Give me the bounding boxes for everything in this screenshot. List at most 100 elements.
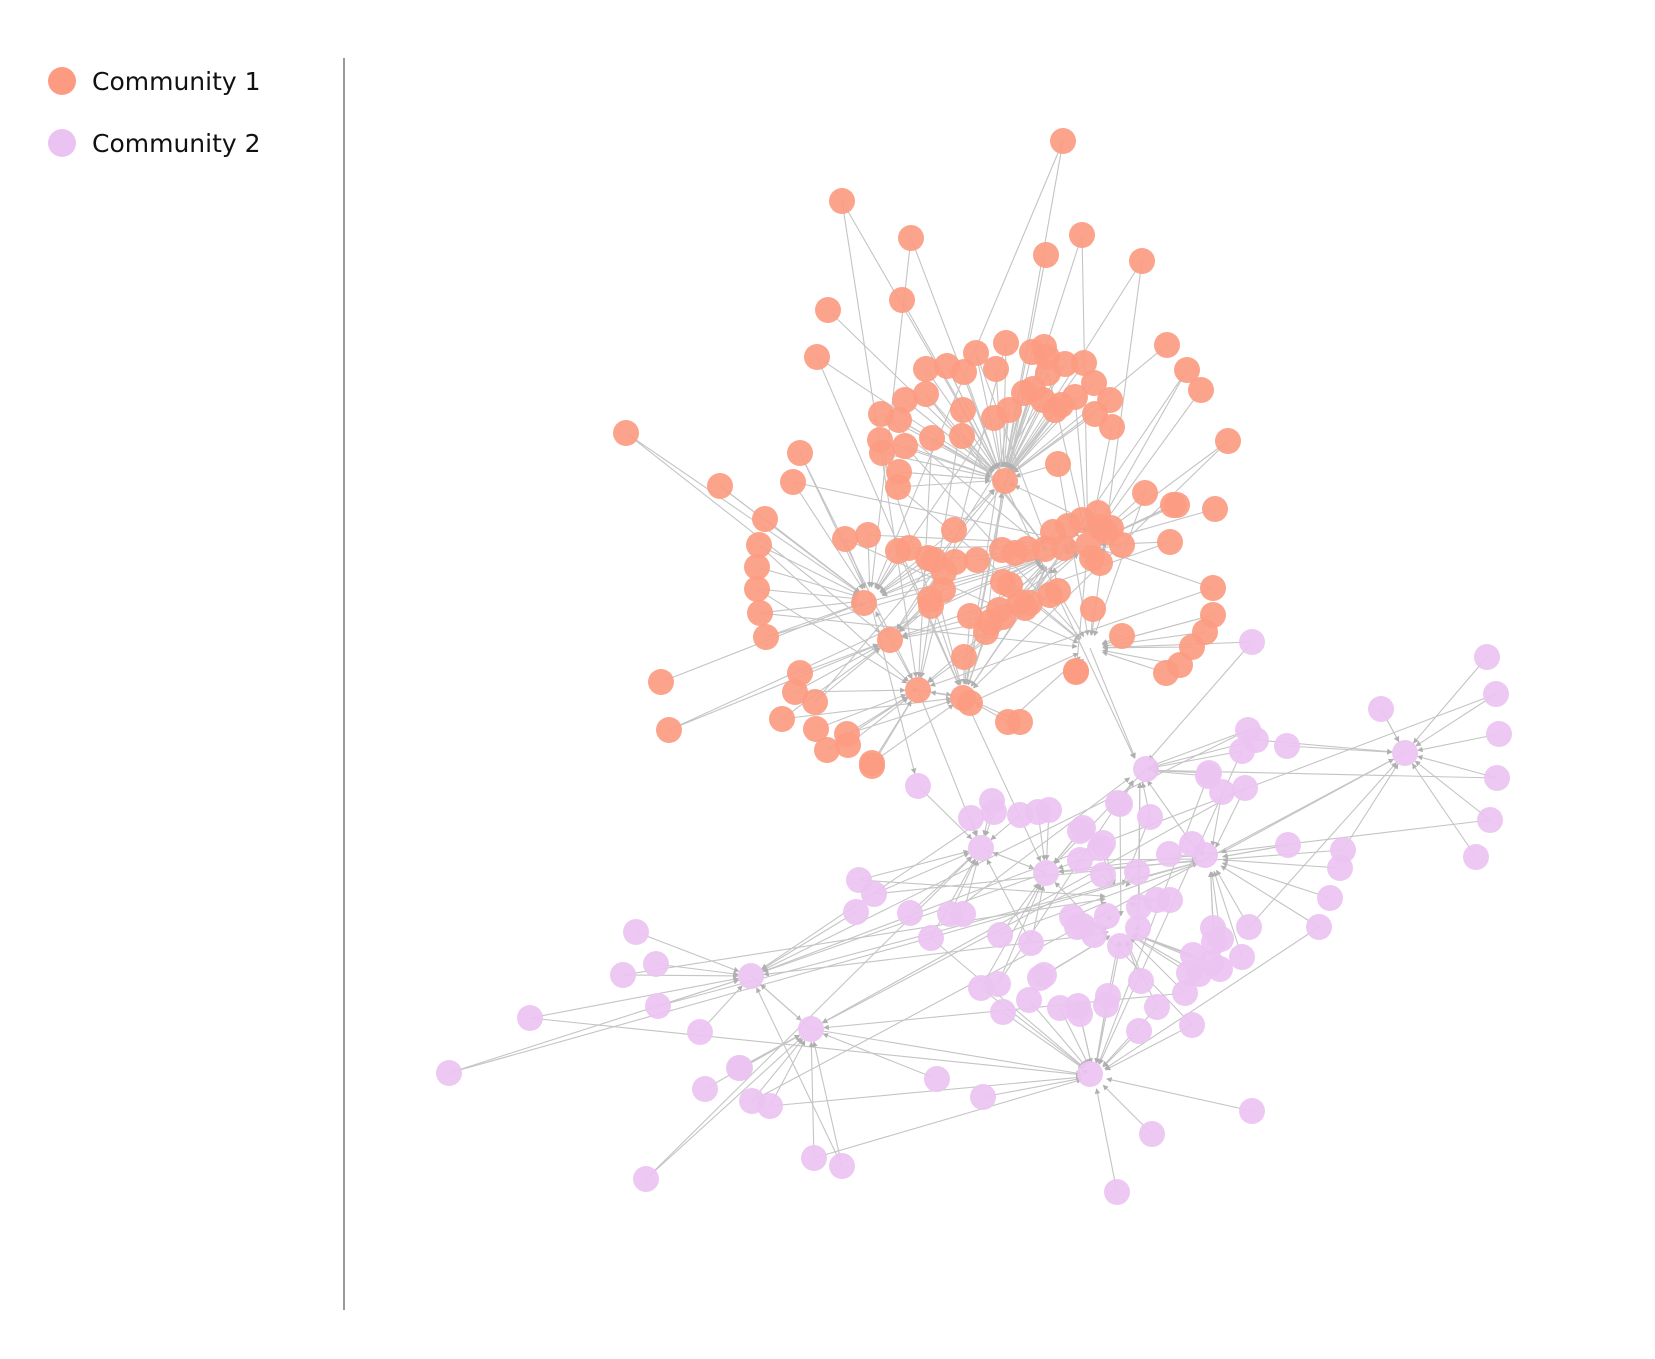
community-1-node-77[interactable] bbox=[892, 433, 918, 459]
community-1-node-8[interactable] bbox=[804, 344, 830, 370]
community-2-node-60[interactable] bbox=[897, 900, 923, 926]
community-1-node-118[interactable] bbox=[1051, 535, 1077, 561]
community-1-node-21[interactable] bbox=[744, 576, 770, 602]
community-1-node-11[interactable] bbox=[787, 440, 813, 466]
community-1-node-25[interactable] bbox=[855, 522, 881, 548]
community-1-node-17[interactable] bbox=[1202, 496, 1228, 522]
community-1-node-16[interactable] bbox=[1215, 428, 1241, 454]
community-2-node-83[interactable] bbox=[1208, 926, 1234, 952]
community-1-node-69[interactable] bbox=[1081, 370, 1107, 396]
community-2-node-42[interactable] bbox=[1095, 983, 1121, 1009]
community-2-node-28[interactable] bbox=[1317, 885, 1343, 911]
community-2-node-102[interactable] bbox=[727, 1055, 753, 1081]
community-1-node-58[interactable] bbox=[913, 356, 939, 382]
community-1-node-38[interactable] bbox=[834, 721, 860, 747]
community-1-node-80[interactable] bbox=[949, 423, 975, 449]
community-2-node-49[interactable] bbox=[968, 975, 994, 1001]
community-1-node-9[interactable] bbox=[613, 420, 639, 446]
community-1-node-93[interactable] bbox=[1020, 376, 1046, 402]
community-1-node-18[interactable] bbox=[752, 506, 778, 532]
community-2-node-35[interactable] bbox=[1172, 980, 1198, 1006]
community-2-node-109[interactable] bbox=[905, 773, 931, 799]
community-1-node-6[interactable] bbox=[815, 297, 841, 323]
community-2-node-5[interactable] bbox=[1484, 765, 1510, 791]
community-1-node-3[interactable] bbox=[1069, 222, 1095, 248]
community-1-node-45[interactable] bbox=[1080, 596, 1106, 622]
community-1-node-33[interactable] bbox=[769, 706, 795, 732]
community-1-node-29[interactable] bbox=[656, 717, 682, 743]
community-1-node-119[interactable] bbox=[1087, 550, 1113, 576]
community-1-node-88[interactable] bbox=[1062, 384, 1088, 410]
community-1-node-71[interactable] bbox=[913, 381, 939, 407]
community-2-node-53[interactable] bbox=[1077, 1061, 1103, 1087]
community-1-node-79[interactable] bbox=[919, 425, 945, 451]
community-2-node-0[interactable] bbox=[1239, 629, 1265, 655]
community-1-node-103[interactable] bbox=[964, 547, 990, 573]
community-2-node-104[interactable] bbox=[739, 1088, 765, 1114]
community-1-node-130[interactable] bbox=[1012, 595, 1038, 621]
community-2-node-25[interactable] bbox=[1275, 832, 1301, 858]
community-2-node-94[interactable] bbox=[610, 962, 636, 988]
community-1-node-7[interactable] bbox=[889, 287, 915, 313]
community-1-node-131[interactable] bbox=[977, 609, 1003, 635]
community-2-node-87[interactable] bbox=[1070, 913, 1096, 939]
community-1-node-10[interactable] bbox=[707, 473, 733, 499]
community-2-node-2[interactable] bbox=[1474, 644, 1500, 670]
community-2-node-105[interactable] bbox=[798, 1016, 824, 1042]
community-1-node-4[interactable] bbox=[1033, 242, 1059, 268]
community-1-node-2[interactable] bbox=[898, 225, 924, 251]
community-1-node-32[interactable] bbox=[802, 689, 828, 715]
community-2-node-29[interactable] bbox=[1306, 914, 1332, 940]
community-1-node-52[interactable] bbox=[1200, 602, 1226, 628]
community-2-node-62[interactable] bbox=[968, 835, 994, 861]
community-1-node-39[interactable] bbox=[859, 753, 885, 779]
community-1-node-83[interactable] bbox=[996, 397, 1022, 423]
community-2-node-37[interactable] bbox=[1239, 1098, 1265, 1124]
community-1-node-27[interactable] bbox=[877, 627, 903, 653]
community-1-node-61[interactable] bbox=[963, 340, 989, 366]
community-1-node-116[interactable] bbox=[1109, 532, 1135, 558]
community-1-node-132[interactable] bbox=[1063, 659, 1089, 685]
community-1-node-108[interactable] bbox=[1032, 536, 1058, 562]
community-1-node-31[interactable] bbox=[782, 679, 808, 705]
community-1-node-91[interactable] bbox=[1045, 451, 1071, 477]
community-1-node-60[interactable] bbox=[951, 359, 977, 385]
community-1-node-72[interactable] bbox=[892, 387, 918, 413]
community-2-node-44[interactable] bbox=[1067, 1001, 1093, 1027]
community-2-node-52[interactable] bbox=[970, 1084, 996, 1110]
community-2-node-55[interactable] bbox=[1139, 1121, 1165, 1147]
community-1-node-24[interactable] bbox=[832, 526, 858, 552]
community-1-node-127[interactable] bbox=[957, 603, 983, 629]
community-1-node-40[interactable] bbox=[992, 468, 1018, 494]
community-1-node-44[interactable] bbox=[1007, 709, 1033, 735]
community-2-node-27[interactable] bbox=[1327, 855, 1353, 881]
community-2-node-39[interactable] bbox=[1144, 994, 1170, 1020]
community-1-node-134[interactable] bbox=[918, 593, 944, 619]
community-2-node-16[interactable] bbox=[1195, 763, 1221, 789]
community-1-node-94[interactable] bbox=[885, 474, 911, 500]
community-2-node-81[interactable] bbox=[1126, 894, 1152, 920]
community-2-node-40[interactable] bbox=[1126, 1018, 1152, 1044]
community-1-node-56[interactable] bbox=[1160, 492, 1186, 518]
community-2-node-70[interactable] bbox=[1124, 859, 1150, 885]
community-2-node-30[interactable] bbox=[1236, 914, 1262, 940]
community-2-node-107[interactable] bbox=[829, 1153, 855, 1179]
community-2-node-108[interactable] bbox=[633, 1166, 659, 1192]
community-1-node-23[interactable] bbox=[753, 624, 779, 650]
community-2-node-8[interactable] bbox=[1392, 740, 1418, 766]
community-2-node-101[interactable] bbox=[692, 1076, 718, 1102]
community-2-node-19[interactable] bbox=[1137, 804, 1163, 830]
community-2-node-9[interactable] bbox=[1274, 733, 1300, 759]
community-2-node-56[interactable] bbox=[1018, 930, 1044, 956]
community-2-node-6[interactable] bbox=[1477, 807, 1503, 833]
community-1-node-76[interactable] bbox=[869, 440, 895, 466]
community-2-node-112[interactable] bbox=[1031, 962, 1057, 988]
community-2-node-54[interactable] bbox=[1104, 1179, 1130, 1205]
community-2-node-99[interactable] bbox=[687, 1019, 713, 1045]
community-2-node-68[interactable] bbox=[1087, 835, 1113, 861]
community-2-node-97[interactable] bbox=[517, 1005, 543, 1031]
community-1-node-81[interactable] bbox=[950, 397, 976, 423]
legend-item-community-2[interactable]: Community 2 bbox=[48, 128, 261, 158]
community-1-node-5[interactable] bbox=[1129, 248, 1155, 274]
community-2-node-46[interactable] bbox=[1016, 987, 1042, 1013]
